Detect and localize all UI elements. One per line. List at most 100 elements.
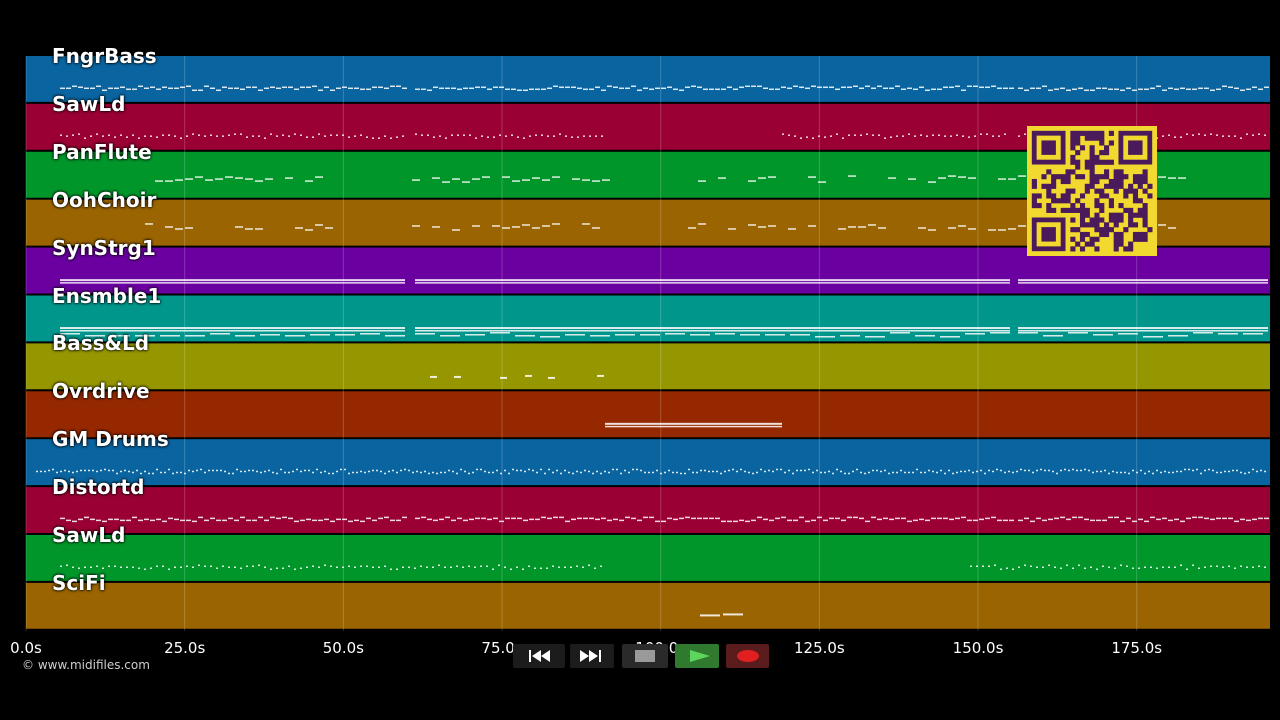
midi-note bbox=[1156, 85, 1161, 88]
midi-note bbox=[664, 471, 666, 474]
midi-note bbox=[150, 86, 155, 89]
midi-note bbox=[1018, 332, 1038, 334]
midi-note bbox=[571, 136, 573, 138]
midi-note bbox=[990, 332, 1010, 334]
track-notes bbox=[60, 279, 1268, 284]
midi-note bbox=[222, 519, 227, 522]
midi-note bbox=[1120, 564, 1122, 567]
record-button[interactable] bbox=[726, 644, 769, 668]
midi-note bbox=[1000, 469, 1002, 472]
midi-note bbox=[306, 136, 308, 138]
midi-note bbox=[498, 564, 500, 567]
midi-note bbox=[244, 470, 246, 473]
midi-note bbox=[258, 516, 263, 519]
midi-note bbox=[889, 87, 894, 90]
midi-note bbox=[868, 224, 876, 226]
midi-note bbox=[376, 469, 378, 472]
midi-note bbox=[883, 87, 888, 90]
midi-note bbox=[698, 223, 706, 225]
midi-note bbox=[1180, 136, 1182, 138]
midi-note bbox=[439, 135, 441, 137]
midi-note bbox=[1252, 518, 1257, 521]
midi-note bbox=[1126, 87, 1131, 90]
midi-note bbox=[175, 228, 183, 230]
midi-note bbox=[806, 136, 808, 138]
rewind-button[interactable] bbox=[513, 644, 565, 668]
midi-note bbox=[451, 519, 456, 522]
midi-note bbox=[775, 517, 780, 520]
midi-note bbox=[90, 135, 92, 137]
midi-note bbox=[904, 471, 906, 474]
play-button[interactable] bbox=[675, 644, 719, 668]
midi-note bbox=[913, 519, 918, 522]
midi-note bbox=[439, 87, 444, 90]
midi-note bbox=[324, 564, 326, 567]
midi-note bbox=[979, 518, 984, 521]
midi-note bbox=[760, 468, 762, 471]
midi-note bbox=[1018, 225, 1026, 227]
midi-note bbox=[342, 566, 344, 569]
midi-note bbox=[174, 87, 179, 90]
midi-note bbox=[884, 137, 886, 139]
midi-note bbox=[1132, 469, 1134, 472]
stop-button[interactable] bbox=[622, 644, 668, 668]
midi-note bbox=[288, 517, 293, 520]
midi-note bbox=[752, 472, 754, 475]
midi-note bbox=[468, 565, 470, 568]
midi-note bbox=[448, 469, 450, 472]
fast-forward-button[interactable] bbox=[570, 644, 614, 668]
midi-note bbox=[184, 472, 186, 475]
midi-note bbox=[656, 469, 658, 472]
midi-note bbox=[414, 567, 416, 570]
midi-note bbox=[724, 470, 726, 473]
midi-note bbox=[270, 568, 272, 571]
midi-note bbox=[998, 135, 1000, 137]
midi-note bbox=[852, 470, 854, 473]
midi-note bbox=[372, 566, 374, 569]
midi-note bbox=[360, 565, 362, 568]
midi-note bbox=[1264, 134, 1266, 136]
midi-note bbox=[445, 516, 450, 519]
midi-note bbox=[481, 135, 483, 137]
midi-note bbox=[808, 468, 810, 471]
midi-note bbox=[480, 565, 482, 568]
midi-note bbox=[234, 133, 236, 135]
midi-note bbox=[1216, 565, 1218, 568]
midi-note bbox=[697, 86, 702, 89]
midi-note bbox=[1060, 567, 1062, 570]
midi-note bbox=[790, 334, 810, 336]
midi-note bbox=[517, 136, 519, 138]
midi-note bbox=[1078, 516, 1083, 519]
midi-note bbox=[1102, 87, 1107, 90]
midi-note bbox=[1118, 333, 1138, 335]
midi-note bbox=[553, 135, 555, 137]
midi-note bbox=[931, 88, 936, 91]
midi-note bbox=[336, 87, 341, 90]
midi-note bbox=[1210, 565, 1212, 568]
midi-note bbox=[1246, 566, 1248, 569]
midi-note bbox=[727, 86, 732, 89]
midi-note bbox=[56, 471, 58, 474]
midi-note bbox=[1032, 471, 1034, 474]
midi-note bbox=[739, 86, 744, 89]
midi-note bbox=[402, 135, 404, 137]
midi-note bbox=[988, 469, 990, 472]
midi-note bbox=[1018, 87, 1023, 90]
midi-note bbox=[120, 470, 122, 473]
midi-note bbox=[1104, 469, 1106, 472]
midi-note bbox=[481, 86, 486, 89]
midi-note bbox=[505, 517, 510, 520]
midi-note bbox=[452, 229, 460, 231]
midi-note bbox=[548, 468, 550, 471]
midi-note bbox=[688, 227, 696, 229]
midi-note bbox=[816, 469, 818, 472]
midi-note bbox=[276, 472, 278, 475]
midi-note bbox=[577, 136, 579, 138]
midi-note bbox=[570, 566, 572, 569]
midi-note bbox=[986, 133, 988, 135]
midi-note bbox=[1120, 471, 1122, 474]
midi-note bbox=[1060, 469, 1062, 472]
track-lane bbox=[26, 535, 1270, 582]
midi-note bbox=[517, 517, 522, 520]
midi-note bbox=[204, 471, 206, 474]
